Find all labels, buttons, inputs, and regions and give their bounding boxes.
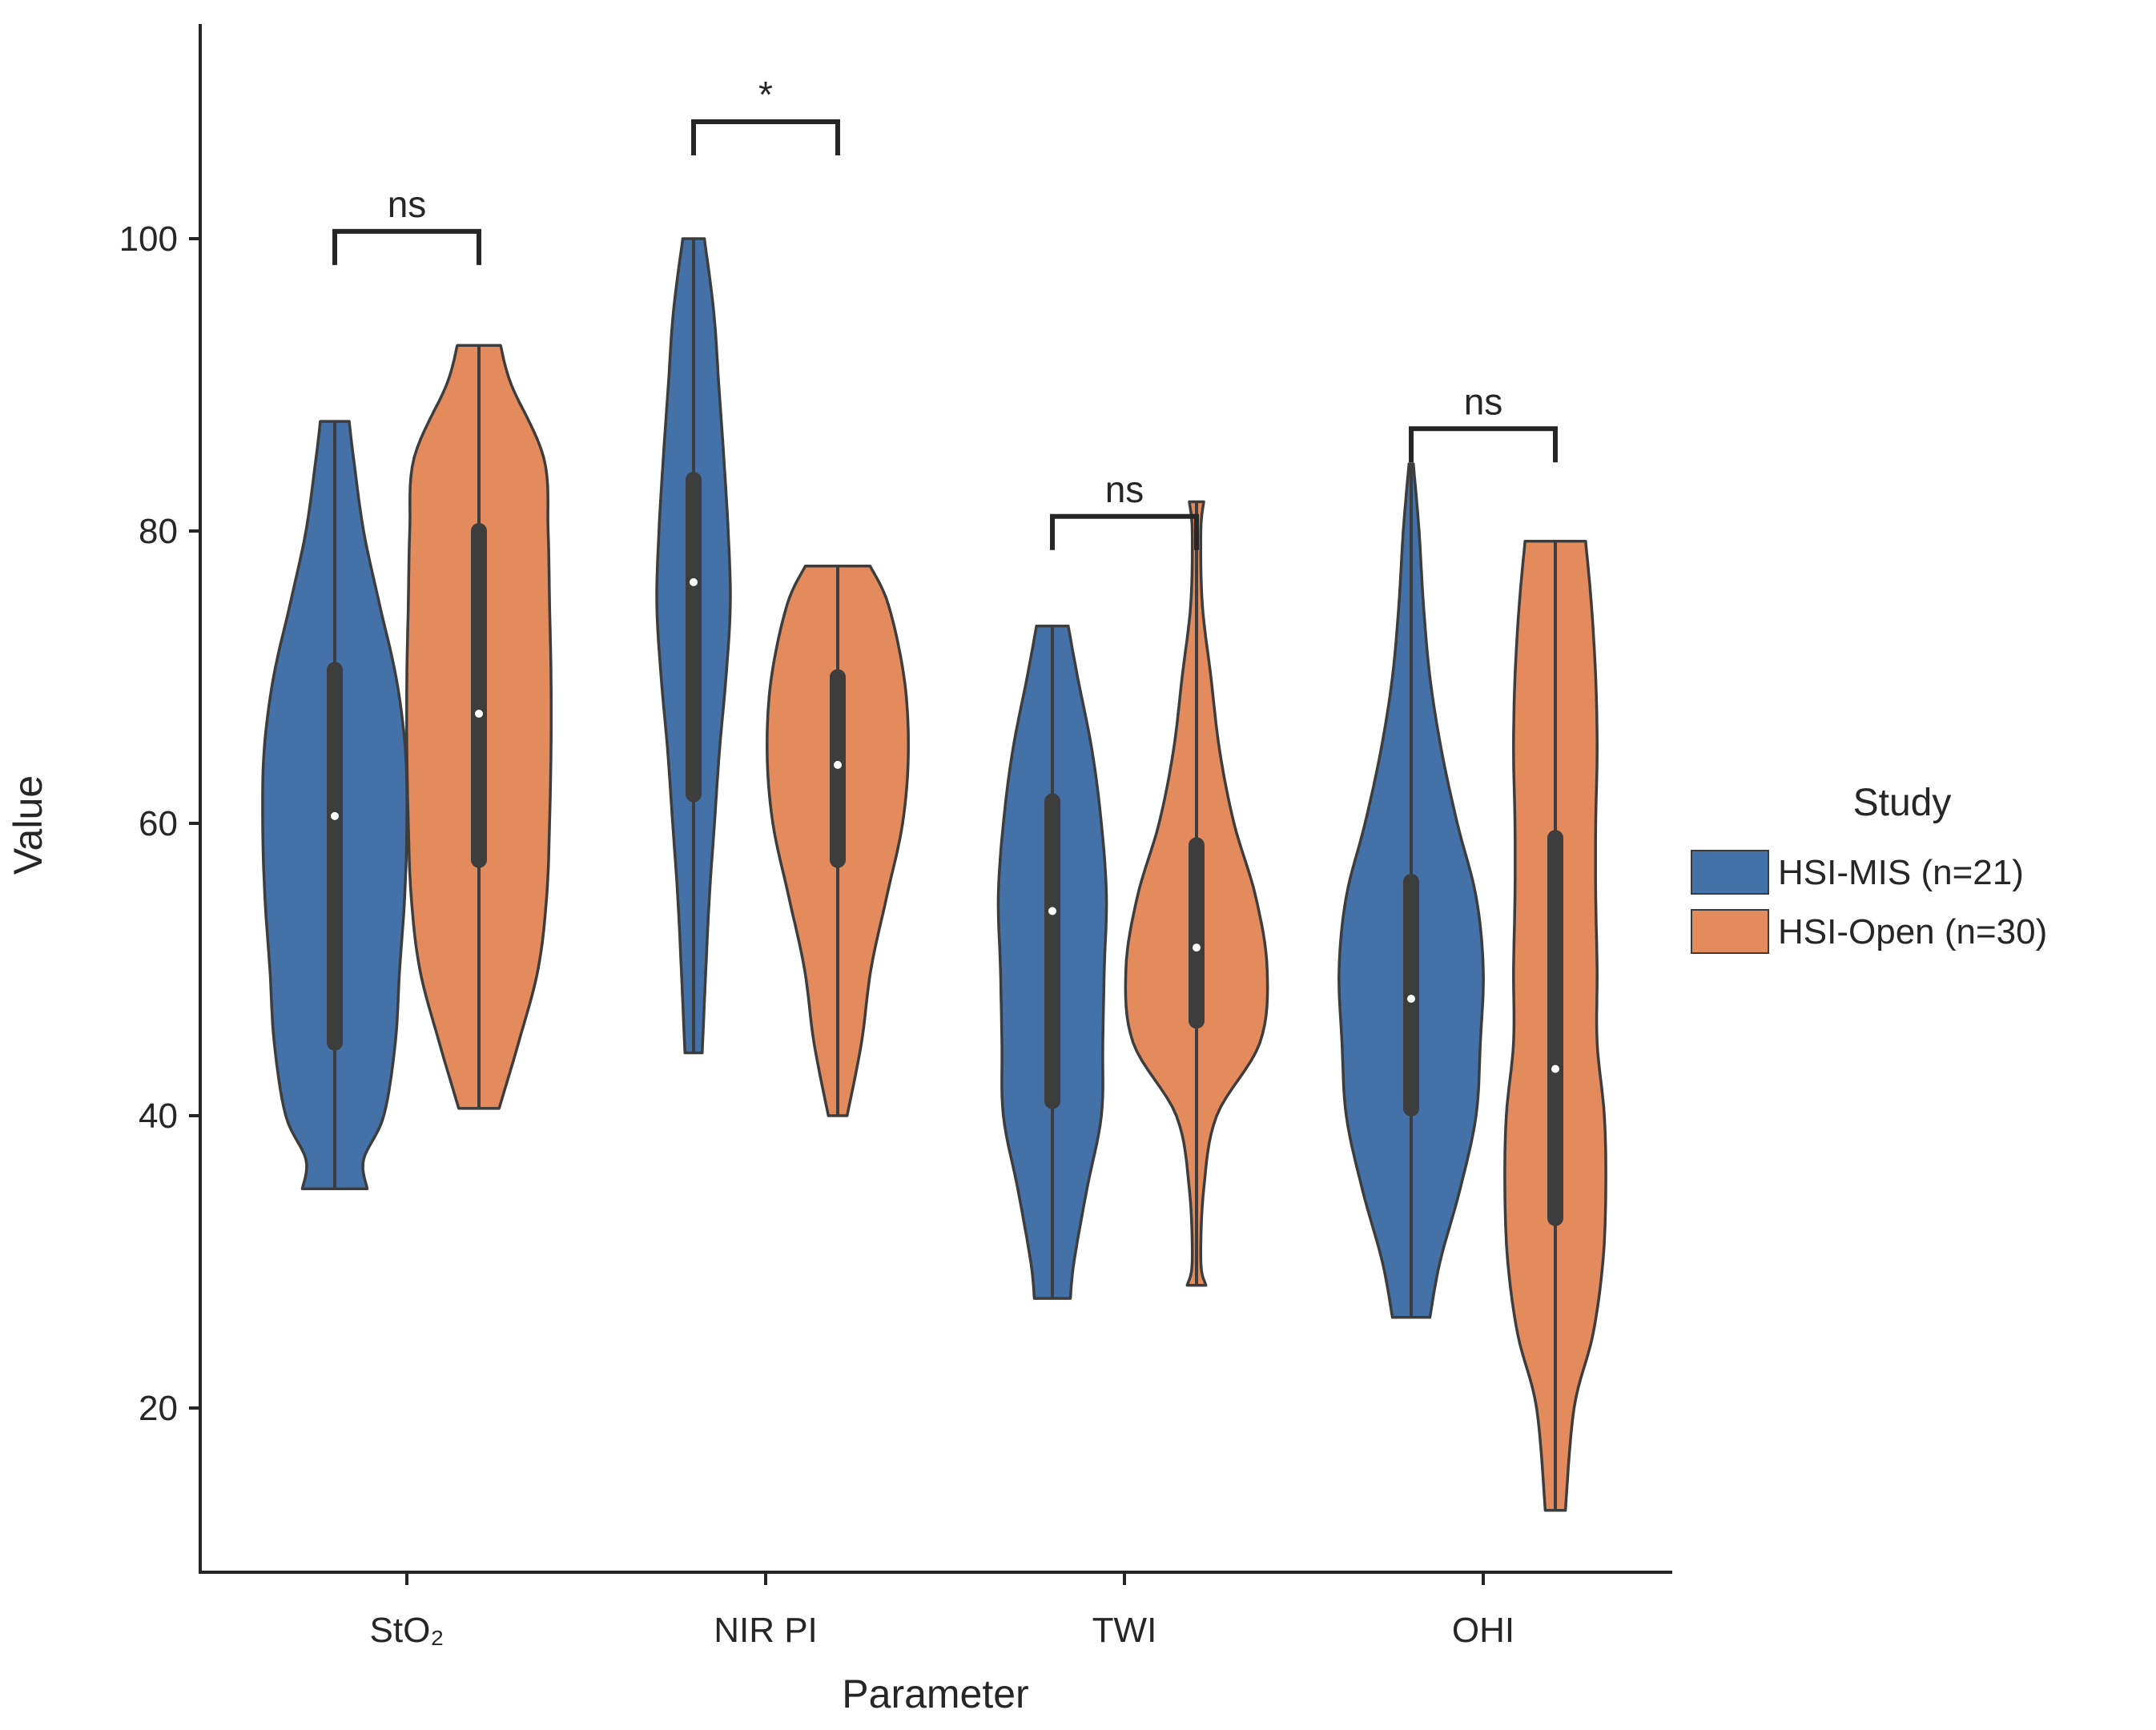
violin-mis-ohi xyxy=(1337,462,1485,1319)
y-tick-40: 40 xyxy=(139,1096,200,1136)
y-axis-title: Value xyxy=(6,775,50,875)
x-tick-label: TWI xyxy=(1092,1611,1157,1650)
y-tick-80: 80 xyxy=(139,512,200,551)
significance-bracket-ohi: ns xyxy=(1409,380,1558,463)
bracket-label: ns xyxy=(1105,469,1144,510)
violin-median-point xyxy=(1551,1064,1559,1073)
bracket-line xyxy=(332,228,481,265)
x-tick-label: NIR PI xyxy=(714,1611,818,1650)
bracket-label: ns xyxy=(1464,380,1503,422)
violin-open-ohi xyxy=(1503,540,1607,1512)
significance-bracket-sto: ns xyxy=(332,183,481,265)
violin-mis-nir-pi xyxy=(655,237,732,1055)
x-tick-label: OHI xyxy=(1452,1611,1514,1650)
violin-median-point xyxy=(1048,907,1056,915)
significance-bracket-twi: ns xyxy=(1050,469,1199,550)
y-tick-label: 20 xyxy=(139,1389,178,1428)
violins-layer xyxy=(261,237,1607,1512)
violin-open-nir-pi xyxy=(766,565,910,1117)
significance-bracket-nir-pi: * xyxy=(691,74,840,155)
legend: Study HSI-MIS (n=21) HSI-Open (n=30) xyxy=(1691,782,2047,954)
x-tick-sto: StO₂ xyxy=(370,1572,444,1650)
y-tick-label: 100 xyxy=(119,219,178,259)
bracket-line xyxy=(1050,513,1199,550)
violin-median-point xyxy=(1193,943,1201,952)
violin-open-sto xyxy=(405,344,553,1110)
legend-label-mis: HSI-MIS (n=21) xyxy=(1778,853,2024,892)
violin-median-point xyxy=(331,811,339,820)
legend-label-open: HSI-Open (n=30) xyxy=(1778,912,2047,952)
y-tick-label: 60 xyxy=(139,804,178,843)
violin-median-point xyxy=(475,710,483,718)
bracket-label: ns xyxy=(388,183,427,225)
x-tick-label: StO₂ xyxy=(370,1611,444,1650)
violin-mis-twi xyxy=(996,624,1108,1300)
violin-open-twi xyxy=(1124,500,1269,1287)
legend-swatch-mis xyxy=(1691,850,1769,895)
bracket-line xyxy=(1409,426,1558,463)
y-tick-label: 80 xyxy=(139,512,178,551)
x-axis-title: Parameter xyxy=(842,1672,1028,1716)
violin-median-point xyxy=(834,761,842,769)
significance-annotations: ns * ns ns xyxy=(332,74,1558,550)
y-tick-60: 60 xyxy=(139,804,200,843)
violin-median-point xyxy=(1407,995,1415,1003)
axes xyxy=(199,24,1672,1574)
legend-title: Study xyxy=(1853,782,1952,824)
x-tick-twi: TWI xyxy=(1092,1572,1157,1650)
y-tick-20: 20 xyxy=(139,1389,200,1428)
violin-mis-sto xyxy=(261,420,408,1191)
x-tick-ohi: OHI xyxy=(1452,1572,1514,1650)
legend-swatch-open xyxy=(1691,909,1769,954)
y-tick-label: 40 xyxy=(139,1096,178,1136)
bracket-line xyxy=(691,119,840,155)
violin-median-point xyxy=(690,577,698,586)
bracket-label: * xyxy=(758,74,773,115)
x-tick-nir-pi: NIR PI xyxy=(714,1572,818,1650)
y-ticks: 20 40 60 80 100 xyxy=(119,219,200,1428)
y-tick-100: 100 xyxy=(119,219,200,259)
x-ticks: StO₂ NIR PI TWI OHI xyxy=(370,1572,1514,1650)
